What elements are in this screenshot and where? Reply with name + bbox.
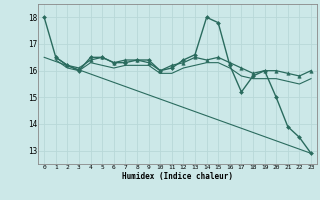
X-axis label: Humidex (Indice chaleur): Humidex (Indice chaleur) [122,172,233,181]
